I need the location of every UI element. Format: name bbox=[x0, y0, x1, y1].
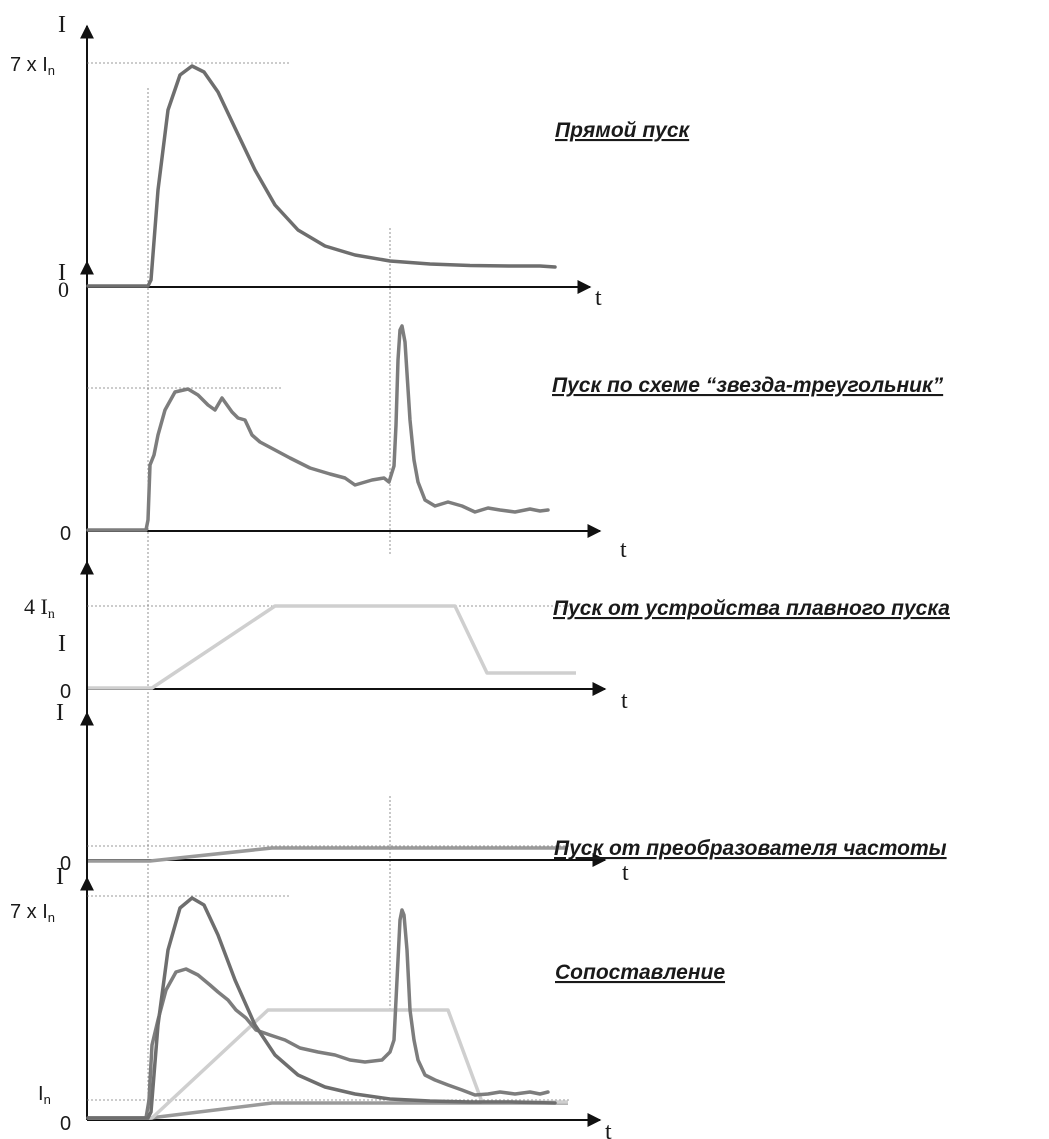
zero-label: 0 bbox=[60, 523, 71, 545]
direct-online-curve bbox=[86, 896, 557, 1120]
star-delta-curve bbox=[86, 324, 550, 532]
zero-label: 0 bbox=[58, 277, 69, 302]
peak-label: 7 x In bbox=[10, 901, 55, 925]
panel-soft-starter: 4 In I 0 t Пуск от устройства плавного п… bbox=[24, 560, 950, 714]
peak-label: 7 x In bbox=[10, 54, 55, 78]
y-axis-label: I bbox=[58, 12, 66, 38]
panel-comparison: I 7 x In In 0 t Сопоставление bbox=[10, 864, 725, 1139]
panel-title: Пуск по схеме “звезда-треугольник” bbox=[552, 374, 944, 397]
y-axis-label: I bbox=[56, 700, 64, 726]
zero-label: 0 bbox=[60, 853, 71, 875]
zero-label: 0 bbox=[60, 681, 71, 703]
rated-label: In bbox=[38, 1083, 51, 1107]
y-axis-label: I bbox=[58, 631, 66, 657]
panel-direct-online: I 7 x In I 0 t Прямой пуск bbox=[10, 12, 691, 1120]
soft-starter-curve bbox=[88, 604, 576, 690]
x-axis-label: t bbox=[622, 860, 629, 886]
star-delta-curve bbox=[86, 908, 550, 1120]
zero-label: 0 bbox=[60, 1113, 71, 1135]
panel-title: Пуск от преобразователя частоты bbox=[554, 837, 947, 860]
panel-title: Пуск от устройства плавного пуска bbox=[553, 597, 950, 620]
x-axis-label: t bbox=[620, 537, 627, 563]
panel-frequency-converter: I 0 t Пуск от преобразователя частоты bbox=[56, 700, 947, 886]
panel-title: Сопоставление bbox=[555, 961, 725, 984]
frequency-converter-curve bbox=[88, 846, 568, 863]
y-axis-label: I bbox=[56, 864, 64, 890]
x-axis-label: t bbox=[605, 1119, 612, 1139]
secondary-axis-label: I bbox=[58, 260, 66, 286]
panel-star-delta: 0 t Пуск по схеме “звезда-треугольник” bbox=[60, 324, 944, 563]
level-label: 4 In bbox=[24, 594, 55, 622]
direct-online-curve bbox=[86, 64, 557, 288]
panel-title: Прямой пуск bbox=[555, 119, 691, 142]
x-axis-label: t bbox=[595, 285, 602, 311]
x-axis-label: t bbox=[621, 688, 628, 714]
